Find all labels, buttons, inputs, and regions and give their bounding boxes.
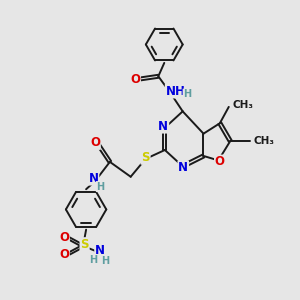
Text: CH₃: CH₃: [253, 136, 274, 146]
Text: N: N: [158, 120, 168, 133]
Text: O: O: [130, 73, 140, 86]
Text: H: H: [101, 256, 109, 266]
Text: H: H: [89, 255, 97, 265]
Text: H: H: [96, 182, 104, 192]
Text: N: N: [178, 161, 188, 174]
Text: O: O: [90, 136, 100, 149]
Text: O: O: [59, 231, 69, 244]
Text: CH₃: CH₃: [232, 100, 253, 110]
Text: H: H: [183, 89, 191, 99]
Text: O: O: [59, 248, 69, 261]
Text: NH: NH: [166, 85, 185, 98]
Text: S: S: [141, 151, 150, 164]
Text: N: N: [88, 172, 98, 185]
Text: O: O: [215, 155, 225, 168]
Text: N: N: [95, 244, 105, 257]
Text: S: S: [80, 238, 89, 251]
